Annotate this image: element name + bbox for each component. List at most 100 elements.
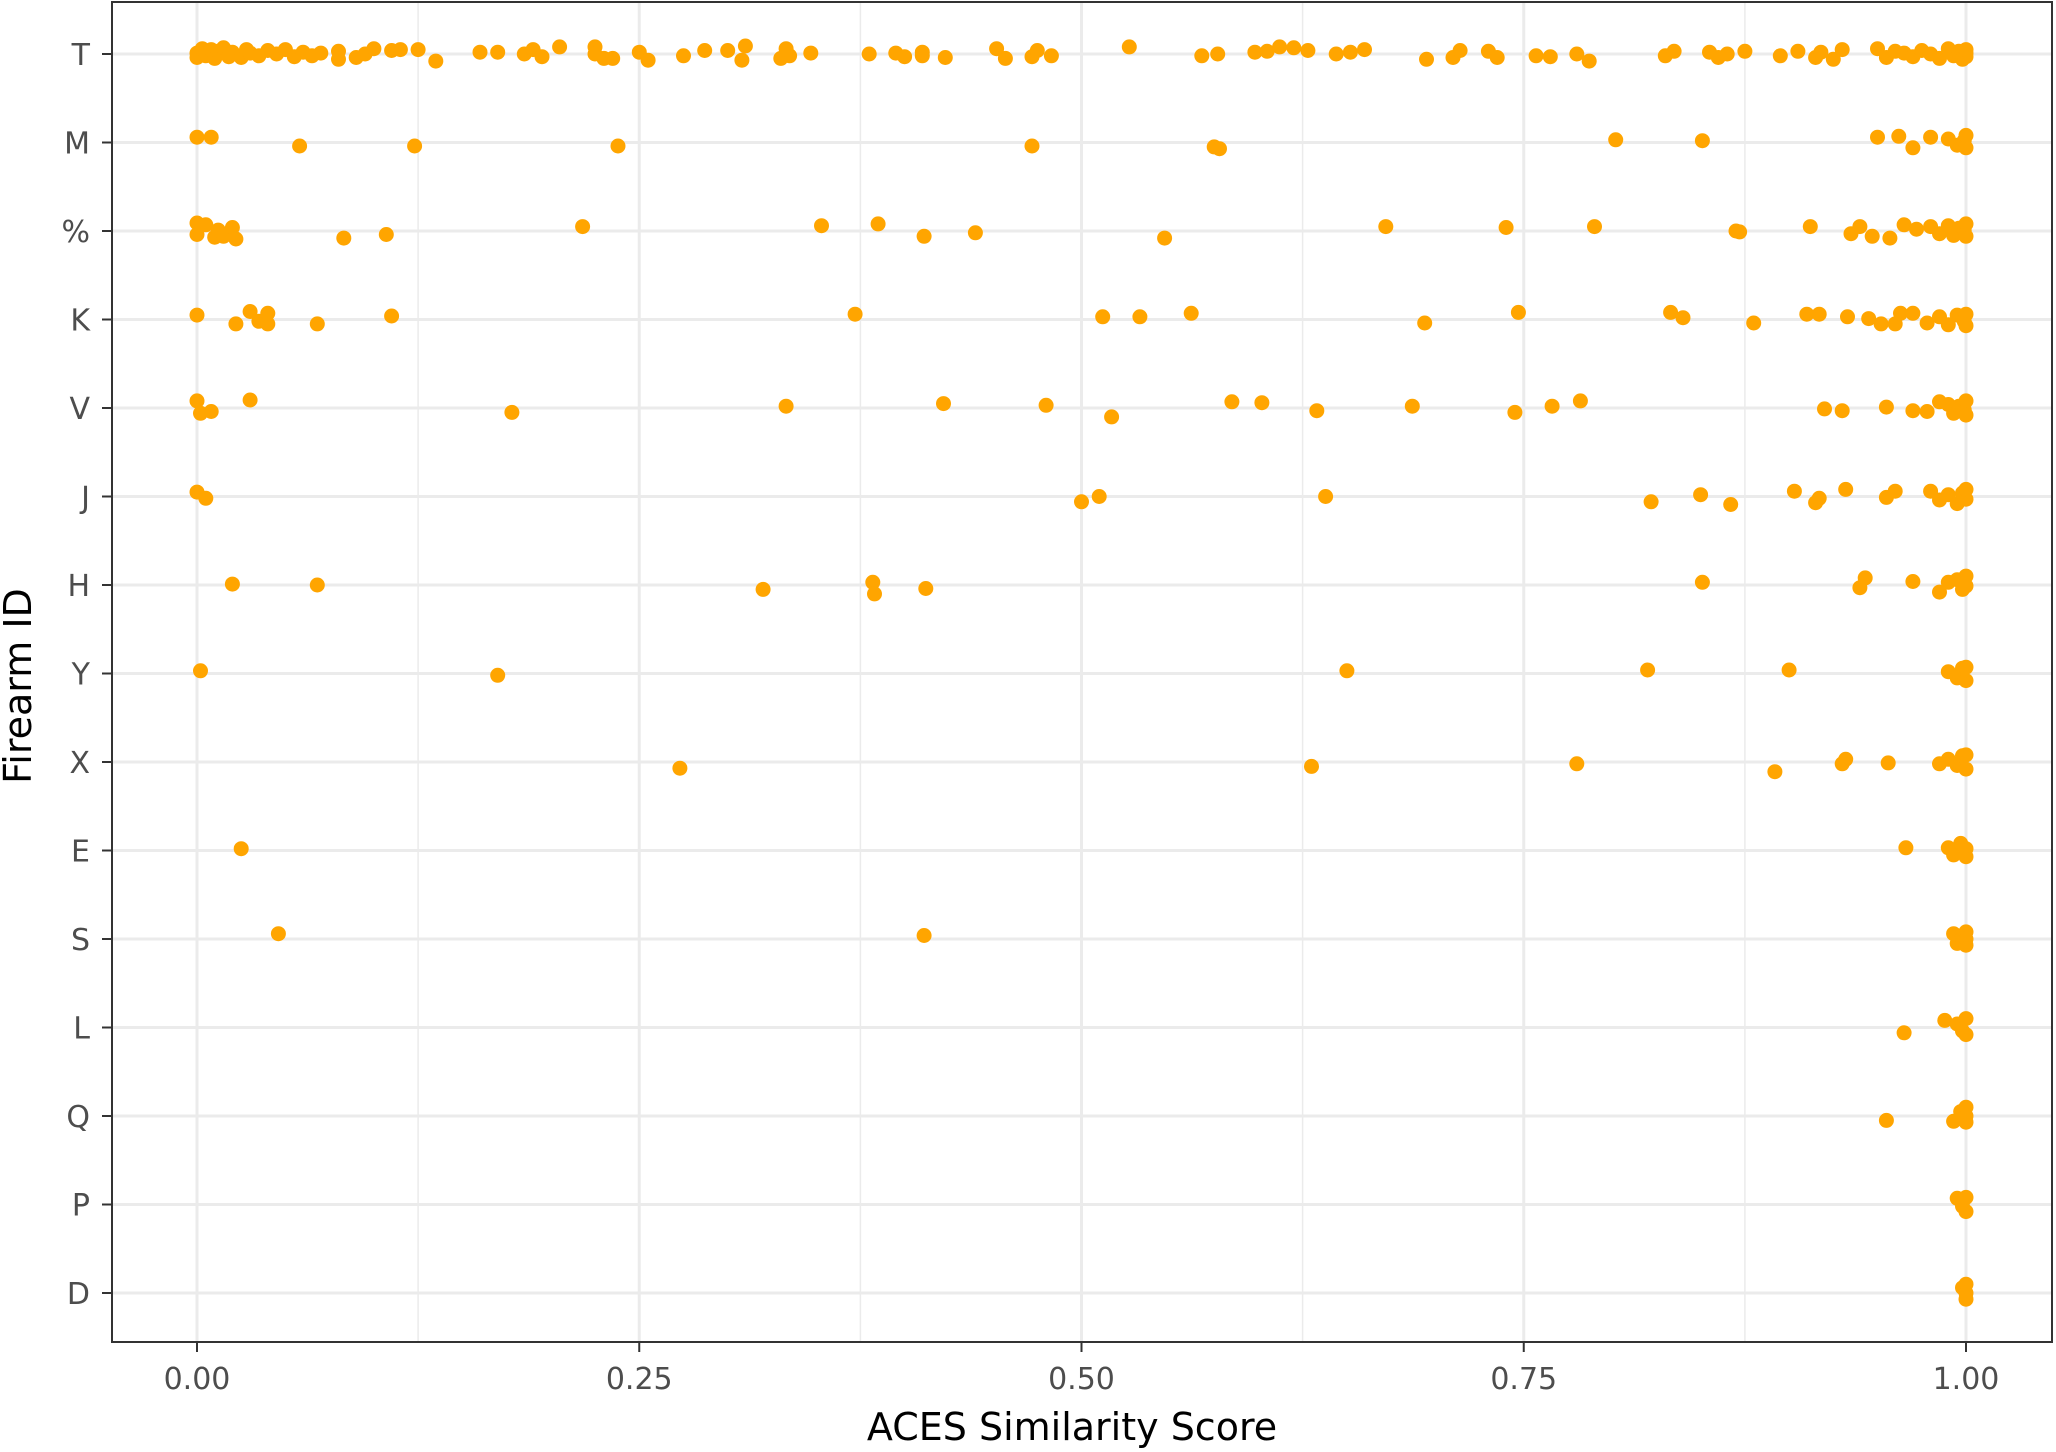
data-point-K	[260, 316, 276, 332]
y-tick-label: J	[79, 481, 90, 516]
data-point-K	[1958, 318, 1974, 334]
data-point-T	[1286, 40, 1302, 56]
data-point-L	[1896, 1025, 1912, 1041]
data-point-H	[867, 586, 882, 602]
y-tick-label: K	[70, 304, 91, 339]
data-point-%	[870, 216, 886, 232]
y-tick-label: Q	[66, 1100, 90, 1135]
data-point-L	[1958, 1011, 1974, 1027]
data-point-T	[1489, 50, 1505, 65]
x-axis: 0.00 0.25 0.50 0.75 1.00	[164, 1342, 1999, 1397]
data-point-J	[1958, 481, 1974, 497]
data-point-K	[1919, 315, 1935, 331]
y-tick-label: S	[71, 923, 90, 958]
data-point-J	[1693, 487, 1709, 503]
data-point-%	[378, 227, 394, 242]
data-point-T	[331, 51, 346, 67]
data-point-Y	[1958, 659, 1974, 675]
data-point-Q	[1958, 1114, 1974, 1130]
data-point-M	[189, 129, 205, 145]
data-point-H	[1905, 574, 1921, 589]
data-point-%	[1852, 219, 1868, 235]
data-point-J	[1723, 497, 1739, 512]
data-point-Y	[1781, 662, 1797, 678]
data-point-T	[1542, 49, 1558, 65]
data-point-T	[734, 52, 750, 68]
data-point-E	[1898, 840, 1914, 856]
data-point-K	[384, 308, 400, 324]
y-tick-label: %	[61, 215, 90, 250]
data-point-H	[1958, 578, 1974, 594]
data-point-K	[1940, 317, 1956, 333]
data-point-T	[428, 53, 444, 69]
data-point-%	[1802, 219, 1818, 235]
data-point-J	[1091, 489, 1107, 504]
data-point-T	[914, 44, 930, 60]
data-point-K	[1905, 305, 1921, 321]
data-point-T	[313, 45, 329, 61]
data-point-%	[1958, 216, 1974, 232]
data-point-K	[1746, 315, 1762, 331]
data-point-T	[1790, 43, 1806, 59]
data-point-K	[242, 304, 258, 319]
y-tick-label: T	[71, 38, 91, 73]
data-point-K	[1799, 306, 1815, 322]
data-point-X	[1304, 758, 1319, 774]
data-point-V	[1404, 398, 1420, 414]
data-point-%	[336, 230, 352, 246]
data-point-V	[1905, 403, 1921, 419]
data-point-K	[228, 316, 244, 332]
data-point-K	[847, 306, 863, 322]
data-point-T	[676, 48, 691, 64]
data-point-T	[1737, 43, 1753, 59]
data-point-S	[1958, 931, 1974, 947]
data-point-Y	[490, 667, 506, 683]
data-point-%	[198, 217, 214, 233]
data-point-V	[1572, 393, 1588, 409]
y-axis: T M% K V J H Y X E S L Q P D	[61, 38, 112, 1312]
y-axis-title: Firearm ID	[0, 588, 40, 784]
data-point-K	[309, 316, 325, 332]
data-point-%	[1958, 228, 1974, 244]
data-point-M	[1905, 140, 1921, 156]
data-point-%	[967, 225, 983, 241]
data-point-M	[1870, 129, 1885, 145]
data-point-K	[1095, 309, 1111, 325]
data-point-M	[1212, 141, 1227, 157]
data-point-M	[1923, 129, 1939, 145]
data-point-V	[1224, 394, 1240, 410]
data-point-%	[1882, 230, 1898, 246]
data-point-%	[224, 220, 240, 235]
data-point-T	[720, 43, 736, 58]
data-point-V	[1507, 404, 1523, 420]
data-point-V	[203, 404, 219, 419]
data-point-T	[1452, 43, 1468, 58]
data-point-V	[1919, 404, 1935, 419]
y-tick-label: P	[72, 1189, 90, 1224]
data-point-T	[1328, 46, 1344, 62]
data-point-%	[814, 218, 829, 234]
data-point-T	[803, 45, 819, 61]
data-point-X	[1767, 764, 1783, 780]
y-tick-label: E	[71, 835, 90, 870]
data-point-T	[1247, 44, 1263, 60]
data-point-K	[1811, 306, 1827, 322]
data-point-T	[1357, 42, 1372, 58]
data-point-T	[1932, 50, 1947, 66]
data-point-%	[1896, 217, 1912, 233]
data-point-M	[1958, 140, 1974, 156]
data-point-J	[198, 490, 214, 506]
data-point-T	[1772, 48, 1788, 64]
data-point-T	[534, 49, 550, 65]
data-point-V	[1834, 403, 1850, 419]
data-point-V	[1958, 393, 1974, 409]
data-point-H	[1694, 574, 1710, 590]
data-point-T	[472, 44, 488, 60]
data-point-D	[1958, 1291, 1974, 1307]
data-point-J	[1074, 494, 1089, 510]
data-point-%	[1909, 221, 1924, 237]
data-point-X	[1958, 761, 1974, 777]
data-point-K	[1417, 315, 1433, 331]
